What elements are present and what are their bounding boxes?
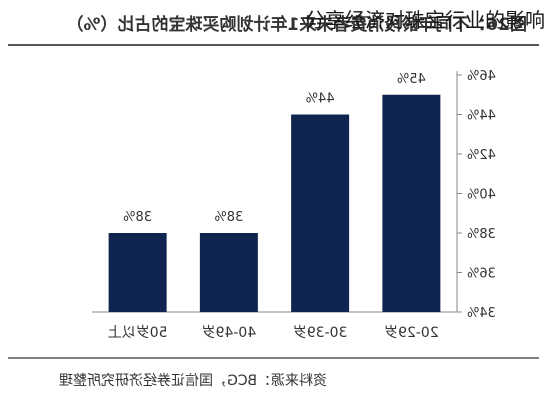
y-tick-label: 38% — [467, 227, 496, 242]
y-axis: 34% 36% 38% 40% 42% 44% 46% — [92, 69, 496, 321]
bar — [291, 114, 350, 312]
labels: 45% 20-29岁 44% 30-39岁 38% 40-49岁 38% 50岁以上 — [108, 72, 439, 341]
bars — [108, 94, 441, 312]
bar — [199, 233, 258, 312]
y-tick-label: 42% — [467, 148, 496, 163]
y-tick-label: 40% — [467, 188, 496, 203]
bar — [382, 94, 441, 312]
figure-title: 图26：不同年龄段消费者未来1年计划购买珠宝的占比（%） — [66, 14, 527, 35]
y-tick-label: 34% — [467, 306, 496, 321]
data-label: 45% — [397, 72, 426, 87]
y-tick-label: 36% — [467, 267, 496, 282]
y-tick-label: 44% — [467, 109, 496, 124]
y-tick-label: 46% — [467, 69, 496, 84]
x-tick-label: 40-49岁 — [202, 325, 257, 341]
source-note: 资料来源：BCG，国信证券经济研究所整理 — [59, 373, 327, 389]
data-label: 44% — [306, 92, 335, 107]
data-label: 38% — [214, 210, 243, 225]
bar — [108, 233, 167, 312]
x-tick-label: 50岁以上 — [108, 325, 168, 341]
x-tick-label: 30-39岁 — [293, 325, 348, 341]
data-label: 38% — [123, 210, 152, 225]
overlay-title: 分享经济对珠宝行业的影响 — [305, 8, 545, 32]
x-tick-label: 20-29岁 — [384, 325, 439, 341]
